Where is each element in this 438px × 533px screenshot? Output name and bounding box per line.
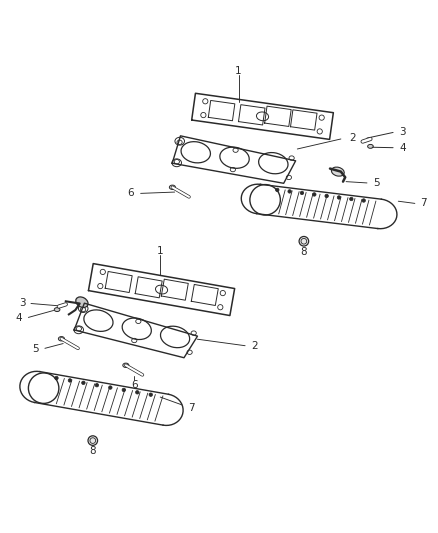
Text: 8: 8 bbox=[300, 247, 307, 257]
Ellipse shape bbox=[362, 199, 365, 202]
Text: 8: 8 bbox=[89, 447, 96, 456]
Text: 4: 4 bbox=[399, 143, 406, 152]
Text: 1: 1 bbox=[157, 246, 163, 256]
Ellipse shape bbox=[88, 436, 98, 446]
Text: 2: 2 bbox=[252, 341, 258, 351]
Text: 6: 6 bbox=[131, 380, 138, 390]
Ellipse shape bbox=[54, 308, 60, 312]
Ellipse shape bbox=[55, 376, 58, 380]
Text: 4: 4 bbox=[16, 313, 22, 324]
Ellipse shape bbox=[367, 144, 373, 148]
Text: 2: 2 bbox=[350, 133, 356, 143]
Ellipse shape bbox=[332, 167, 344, 176]
Ellipse shape bbox=[300, 191, 304, 195]
Ellipse shape bbox=[337, 196, 341, 199]
Ellipse shape bbox=[325, 194, 328, 198]
Text: 7: 7 bbox=[187, 403, 194, 413]
Text: 5: 5 bbox=[374, 178, 380, 188]
Ellipse shape bbox=[149, 393, 152, 397]
Ellipse shape bbox=[288, 190, 291, 193]
Ellipse shape bbox=[313, 193, 316, 196]
Ellipse shape bbox=[276, 188, 279, 192]
Text: 3: 3 bbox=[399, 126, 406, 136]
Ellipse shape bbox=[68, 378, 72, 382]
Ellipse shape bbox=[109, 386, 112, 389]
Text: 6: 6 bbox=[127, 188, 134, 198]
Ellipse shape bbox=[76, 297, 88, 308]
Ellipse shape bbox=[81, 381, 85, 384]
Text: 3: 3 bbox=[19, 297, 25, 308]
Ellipse shape bbox=[122, 388, 126, 392]
Text: 1: 1 bbox=[235, 66, 242, 76]
Ellipse shape bbox=[95, 383, 99, 387]
Ellipse shape bbox=[350, 197, 353, 201]
Ellipse shape bbox=[170, 185, 176, 189]
Text: 5: 5 bbox=[32, 344, 39, 354]
Text: 7: 7 bbox=[420, 198, 427, 208]
Ellipse shape bbox=[123, 363, 129, 367]
Ellipse shape bbox=[299, 237, 309, 246]
Ellipse shape bbox=[135, 391, 139, 394]
Ellipse shape bbox=[58, 336, 64, 341]
